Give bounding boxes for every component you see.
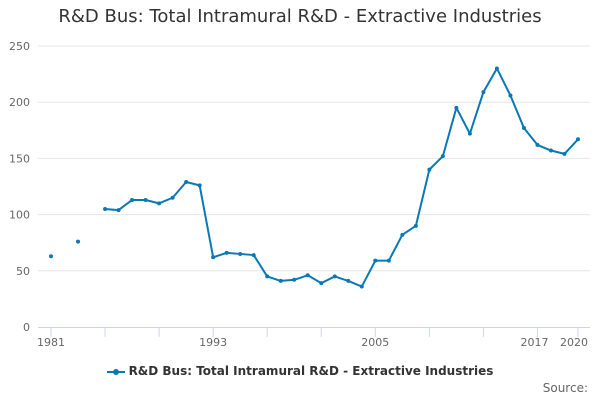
data-point[interactable]	[130, 197, 135, 202]
data-point[interactable]	[278, 278, 283, 283]
data-point[interactable]	[238, 251, 243, 256]
series-line	[104, 67, 579, 288]
data-point[interactable]	[184, 180, 189, 185]
data-point[interactable]	[508, 93, 513, 98]
data-point[interactable]	[292, 277, 297, 282]
data-point[interactable]	[359, 284, 364, 289]
data-point[interactable]	[427, 167, 432, 172]
data-point[interactable]	[211, 255, 216, 260]
y-tick-label: 50	[16, 265, 30, 278]
data-point[interactable]	[346, 278, 351, 283]
data-point[interactable]	[103, 206, 108, 211]
x-tick-label: 2020	[560, 336, 588, 349]
data-point[interactable]	[467, 131, 472, 136]
data-point[interactable]	[116, 208, 121, 213]
data-point[interactable]	[440, 154, 445, 159]
data-point[interactable]	[251, 253, 256, 258]
data-point[interactable]	[576, 137, 580, 142]
data-point[interactable]	[143, 197, 148, 202]
data-point[interactable]	[332, 274, 337, 279]
data-point[interactable]	[413, 223, 418, 228]
data-point[interactable]	[454, 105, 459, 110]
y-tick-label: 100	[9, 209, 30, 222]
legend-symbol	[106, 367, 125, 377]
data-point[interactable]	[224, 250, 229, 255]
data-point[interactable]	[319, 281, 324, 286]
gridlines	[38, 45, 590, 272]
y-tick-label: 0	[23, 321, 30, 334]
data-point[interactable]	[265, 274, 270, 279]
y-tick-label: 150	[9, 152, 30, 165]
data-point[interactable]	[305, 273, 310, 278]
x-axis	[38, 327, 590, 337]
y-tick-label: 250	[9, 40, 30, 53]
legend-label: R&D Bus: Total Intramural R&D - Extracti…	[128, 364, 494, 378]
data-point[interactable]	[373, 258, 378, 263]
x-tick-label: 2005	[361, 336, 389, 349]
data-point[interactable]	[521, 126, 526, 131]
data-point[interactable]	[197, 183, 202, 188]
legend[interactable]: R&D Bus: Total Intramural R&D - Extracti…	[0, 364, 600, 378]
x-tick-label: 1981	[37, 336, 65, 349]
chart-title: R&D Bus: Total Intramural R&D - Extracti…	[58, 6, 542, 27]
data-point[interactable]	[49, 254, 53, 259]
series-layer	[49, 66, 580, 289]
data-point[interactable]	[157, 201, 162, 206]
data-point[interactable]	[535, 142, 540, 147]
source-label: Source:	[542, 381, 588, 395]
data-point[interactable]	[494, 66, 499, 71]
x-tick-label: 2017	[520, 336, 548, 349]
data-point[interactable]	[76, 239, 81, 244]
data-point[interactable]	[386, 258, 391, 263]
x-tick-label: 1993	[199, 336, 227, 349]
y-axis-ticks: 0 50 100 150 200 250	[9, 40, 30, 334]
data-point[interactable]	[481, 90, 486, 95]
data-point[interactable]	[400, 232, 405, 237]
data-point[interactable]	[562, 151, 567, 156]
y-tick-label: 200	[9, 96, 30, 109]
data-point[interactable]	[548, 148, 553, 153]
x-axis-ticks: 1981 1993 2005 2017 2020	[37, 336, 588, 349]
data-point[interactable]	[170, 195, 175, 200]
